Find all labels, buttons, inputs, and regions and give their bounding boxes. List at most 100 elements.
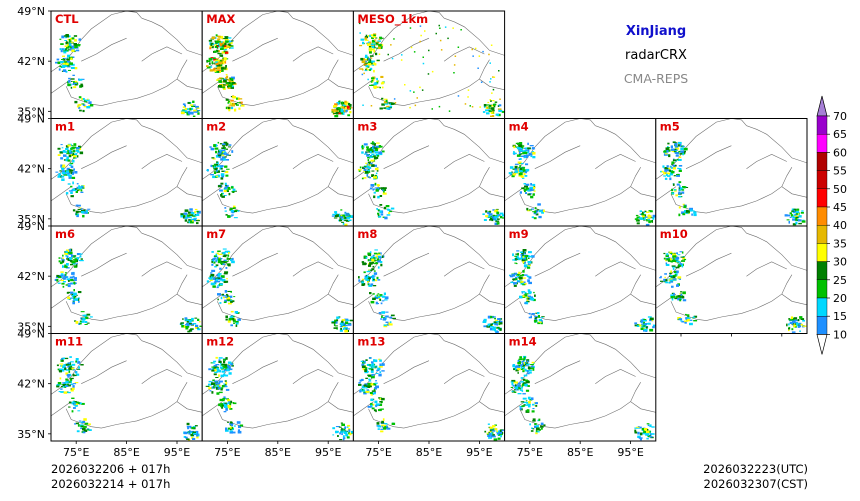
echo-cell <box>523 172 526 175</box>
echo-cell <box>498 431 503 434</box>
panel-label: m4 <box>509 120 529 134</box>
echo-cell <box>185 324 189 326</box>
echo-cell <box>80 427 83 430</box>
echo-cell <box>347 102 351 106</box>
echo-cell <box>66 58 70 61</box>
echo-cell <box>73 296 76 299</box>
echo-cell <box>491 323 493 326</box>
echo-cell <box>217 256 219 260</box>
echo-cell <box>361 144 364 148</box>
echo-cell <box>393 38 395 40</box>
echo-cell <box>213 277 216 280</box>
echo-cell <box>223 261 227 264</box>
echo-cell <box>369 365 373 367</box>
boundary-line <box>141 153 183 169</box>
echo-cell <box>517 359 520 363</box>
echo-cell <box>385 205 390 208</box>
echo-cell <box>225 315 228 319</box>
echo-cell <box>82 431 86 434</box>
echo-cell <box>663 257 666 260</box>
echo-cell <box>375 262 378 264</box>
echo-cell <box>76 262 78 265</box>
echo-cell <box>221 51 226 54</box>
echo-cell <box>665 281 669 284</box>
colorbar-label: 50 <box>833 183 847 196</box>
echo-cell <box>662 165 665 168</box>
echo-cell <box>538 428 541 431</box>
echo-cell <box>197 210 201 214</box>
echo-cell <box>217 42 221 46</box>
echo-cell <box>497 108 502 111</box>
echo-cell <box>513 145 516 149</box>
echo-cell <box>792 324 795 326</box>
echo-cell <box>73 80 78 83</box>
y-tick-label: 49°N <box>17 5 45 18</box>
echo-cell <box>217 369 220 372</box>
echo-cell <box>228 252 230 254</box>
echo-cell <box>225 408 228 411</box>
echo-cell <box>68 169 73 171</box>
echo-cell <box>796 213 798 215</box>
echo-cell <box>187 102 191 104</box>
echo-cell <box>68 174 72 177</box>
echo-cell <box>673 293 675 296</box>
echo-cell <box>228 100 230 103</box>
echo-cell <box>634 324 638 327</box>
echo-cell <box>389 321 392 324</box>
echo-cell <box>636 222 640 225</box>
echo-cell <box>340 109 344 113</box>
echo-cell <box>673 189 677 191</box>
echo-cell <box>516 250 520 252</box>
echo-cell <box>66 263 69 266</box>
echo-cell <box>220 167 223 169</box>
echo-cell <box>62 357 65 360</box>
echo-cell <box>82 425 87 428</box>
echo-cell <box>360 360 364 362</box>
echo-cell <box>72 275 75 278</box>
echo-cell <box>669 278 674 280</box>
boundary-line <box>292 368 334 384</box>
echo-cell <box>679 185 681 188</box>
echo-cell <box>364 369 367 372</box>
echo-cell <box>65 369 70 371</box>
echo-cell <box>215 34 218 37</box>
echo-cell <box>74 258 77 261</box>
echo-cell <box>339 432 341 435</box>
echo-cell <box>219 398 224 402</box>
echo-cell <box>225 429 229 432</box>
echo-cell <box>512 384 515 387</box>
echo-cell <box>375 385 379 389</box>
echo-cell <box>78 78 83 81</box>
echo-cell <box>646 326 648 329</box>
echo-cell <box>198 321 201 323</box>
echo-cell <box>225 98 229 101</box>
echo-cell <box>798 215 802 218</box>
echo-cell <box>679 143 682 147</box>
echo-cell <box>679 251 683 253</box>
echo-cell <box>221 156 225 159</box>
echo-cell <box>199 325 202 327</box>
echo-cell <box>495 331 499 334</box>
echo-cell <box>370 367 374 369</box>
echo-cell <box>232 402 235 404</box>
echo-cell <box>379 107 383 110</box>
echo-cell <box>77 189 80 192</box>
x-tick-label: 75°E <box>365 446 391 459</box>
echo-cell <box>528 296 532 299</box>
echo-cell <box>685 313 687 316</box>
echo-cell <box>226 142 229 146</box>
echo-cell <box>191 436 194 439</box>
echo-cell <box>375 52 378 56</box>
echo-cell <box>448 110 451 112</box>
echo-cell <box>691 210 695 212</box>
echo-cell <box>409 106 411 109</box>
echo-cell <box>675 295 678 299</box>
echo-cell <box>386 427 391 430</box>
echo-cell <box>368 41 371 45</box>
echo-cell <box>541 320 543 323</box>
boundary-line <box>217 274 339 321</box>
echo-cell <box>211 157 215 159</box>
echo-cell <box>520 148 523 149</box>
echo-cell <box>196 435 199 439</box>
echo-cell <box>225 51 229 54</box>
